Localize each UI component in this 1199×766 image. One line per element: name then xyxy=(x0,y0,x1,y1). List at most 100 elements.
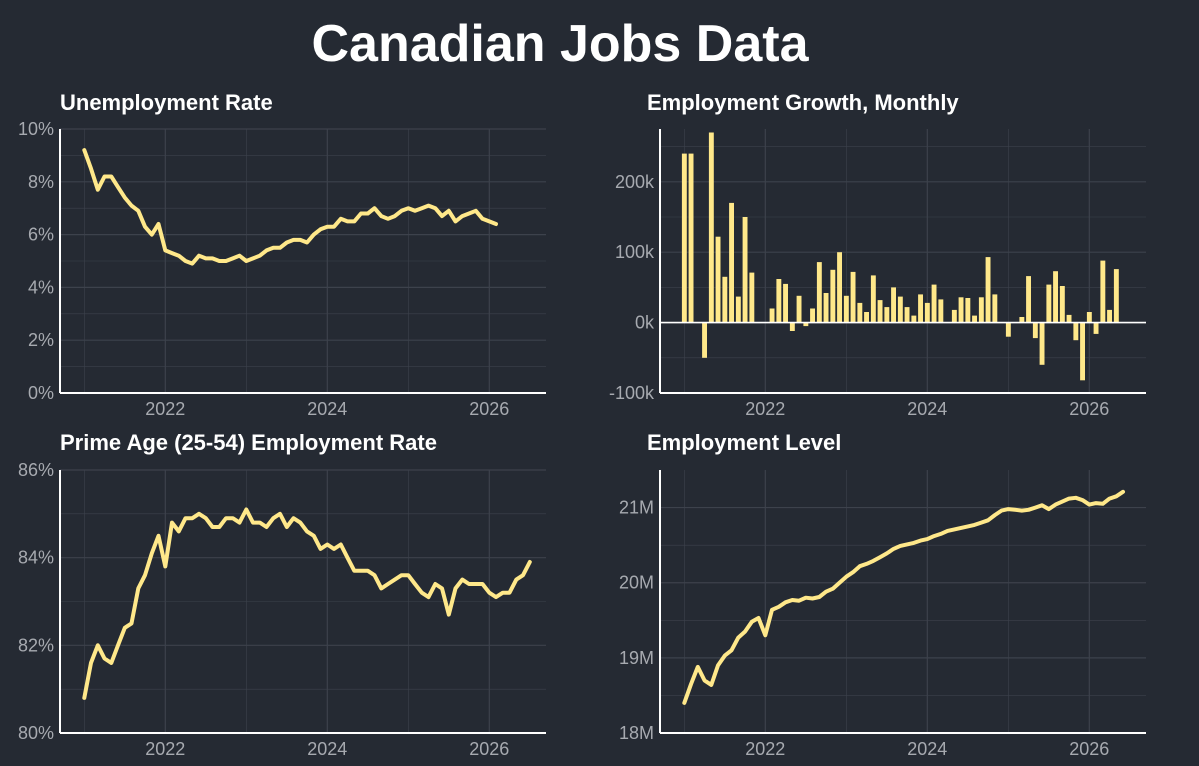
level-x-tick-label: 2024 xyxy=(907,739,947,759)
growth-bar xyxy=(1032,322,1038,339)
unemp-x-tick-label: 2026 xyxy=(469,399,509,419)
growth-bar xyxy=(972,315,977,323)
growth-bar xyxy=(911,315,917,323)
growth-bar xyxy=(722,276,728,323)
unemp-chart: Unemployment Rate 2022 2024 2026 0% 2% 4% 6% 8% 1… xyxy=(18,90,546,419)
unemp-series-line xyxy=(82,148,498,266)
growth-bar xyxy=(843,295,849,323)
prime-y-tick-label: 86% xyxy=(18,460,54,480)
level-chart: Employment Level 2022 2024 2026 18M 19M 20M 21M xyxy=(619,430,1146,759)
growth-bar xyxy=(891,287,896,323)
growth-bar xyxy=(769,308,775,323)
growth-bar xyxy=(735,296,741,323)
growth-bar xyxy=(837,252,842,323)
growth-bar xyxy=(857,302,863,323)
prime-y-tick-label: 84% xyxy=(18,548,54,568)
growth-bar xyxy=(1086,312,1092,323)
prime-x-tick-label: 2024 xyxy=(307,739,347,759)
growth-bar xyxy=(931,284,937,323)
growth-bar xyxy=(823,293,829,323)
level-y-tick-label: 21M xyxy=(619,498,654,518)
growth-bar xyxy=(1107,309,1112,323)
growth-chart: Employment Growth, Monthly 2022 2024 2026 -1… xyxy=(609,90,1146,419)
growth-bar xyxy=(681,153,687,323)
unemp-title: Unemployment Rate xyxy=(60,90,273,115)
growth-bar xyxy=(958,297,964,323)
growth-bar xyxy=(1059,286,1065,323)
unemp-y-tick-label: 10% xyxy=(18,119,54,139)
page-title: Canadian Jobs Data xyxy=(311,15,809,73)
unemp-y-tick-label: 4% xyxy=(28,277,54,297)
growth-bar xyxy=(708,132,714,323)
level-series-line xyxy=(682,489,1125,705)
growth-bar xyxy=(1005,322,1011,337)
growth-y-tick-label: 100k xyxy=(615,242,655,262)
growth-x-tick-label: 2024 xyxy=(907,399,947,419)
growth-y-tick-label: -100k xyxy=(609,383,655,403)
growth-y-tick-label: 200k xyxy=(615,172,655,192)
level-title: Employment Level xyxy=(647,430,841,455)
growth-bar xyxy=(796,295,802,323)
growth-bar xyxy=(1046,284,1052,323)
growth-bar xyxy=(992,294,998,323)
growth-bar xyxy=(1073,322,1079,341)
growth-bar xyxy=(810,308,815,323)
level-y-tick-label: 18M xyxy=(619,723,654,743)
level-x-tick-label: 2022 xyxy=(745,739,785,759)
growth-bar xyxy=(1053,271,1058,323)
growth-bar xyxy=(884,307,890,323)
growth-bar xyxy=(1080,322,1085,381)
growth-bar xyxy=(688,153,694,323)
growth-bar xyxy=(1093,322,1099,334)
growth-bar xyxy=(816,262,822,323)
unemp-x-tick-label: 2022 xyxy=(145,399,185,419)
level-y-tick-label: 19M xyxy=(619,648,654,668)
growth-bar xyxy=(1026,276,1031,323)
growth-bar xyxy=(985,257,991,323)
growth-bar xyxy=(965,298,971,323)
prime-y-tick-label: 80% xyxy=(18,723,54,743)
prime-y-tick-label: 82% xyxy=(18,635,54,655)
growth-bar xyxy=(918,294,923,323)
growth-x-tick-label: 2022 xyxy=(745,399,785,419)
growth-bar xyxy=(951,309,957,323)
growth-x-tick-label: 2026 xyxy=(1069,399,1109,419)
growth-bar xyxy=(938,299,944,323)
prime-x-tick-label: 2026 xyxy=(469,739,509,759)
growth-bar xyxy=(850,271,856,323)
unemp-y-tick-label: 2% xyxy=(28,330,54,350)
growth-bar xyxy=(870,275,876,323)
growth-bar xyxy=(1113,269,1119,323)
level-y-tick-label: 20M xyxy=(619,573,654,593)
growth-bar xyxy=(749,272,755,323)
growth-bar xyxy=(702,322,707,358)
growth-bar xyxy=(776,279,782,323)
growth-bar xyxy=(1100,260,1106,323)
unemp-y-tick-label: 8% xyxy=(28,172,54,192)
growth-bar xyxy=(864,312,869,323)
growth-title: Employment Growth, Monthly xyxy=(647,90,959,115)
growth-bar xyxy=(1019,317,1025,323)
unemp-y-tick-label: 0% xyxy=(28,383,54,403)
prime-x-tick-label: 2022 xyxy=(145,739,185,759)
growth-bar xyxy=(830,269,836,323)
growth-bar xyxy=(729,202,734,323)
growth-bar xyxy=(789,322,795,331)
level-x-tick-label: 2026 xyxy=(1069,739,1109,759)
unemp-y-tick-label: 6% xyxy=(28,225,54,245)
growth-bar xyxy=(1066,314,1072,323)
growth-bar xyxy=(904,307,910,323)
growth-bar xyxy=(978,297,984,323)
prime-chart: Prime Age (25-54) Employment Rate 2022 202… xyxy=(18,430,546,759)
growth-bar xyxy=(1039,322,1045,365)
growth-bar xyxy=(803,322,809,327)
growth-bar xyxy=(783,283,788,323)
growth-bar xyxy=(877,300,883,323)
growth-bar xyxy=(897,296,903,323)
growth-bar xyxy=(924,302,930,323)
growth-y-tick-label: 0k xyxy=(635,313,655,333)
prime-series-line xyxy=(82,507,532,700)
growth-bar xyxy=(742,217,748,323)
